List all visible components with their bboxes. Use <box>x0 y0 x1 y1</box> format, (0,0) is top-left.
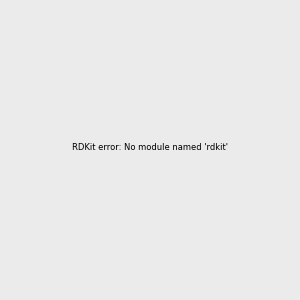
Text: RDKit error: No module named 'rdkit': RDKit error: No module named 'rdkit' <box>72 143 228 152</box>
